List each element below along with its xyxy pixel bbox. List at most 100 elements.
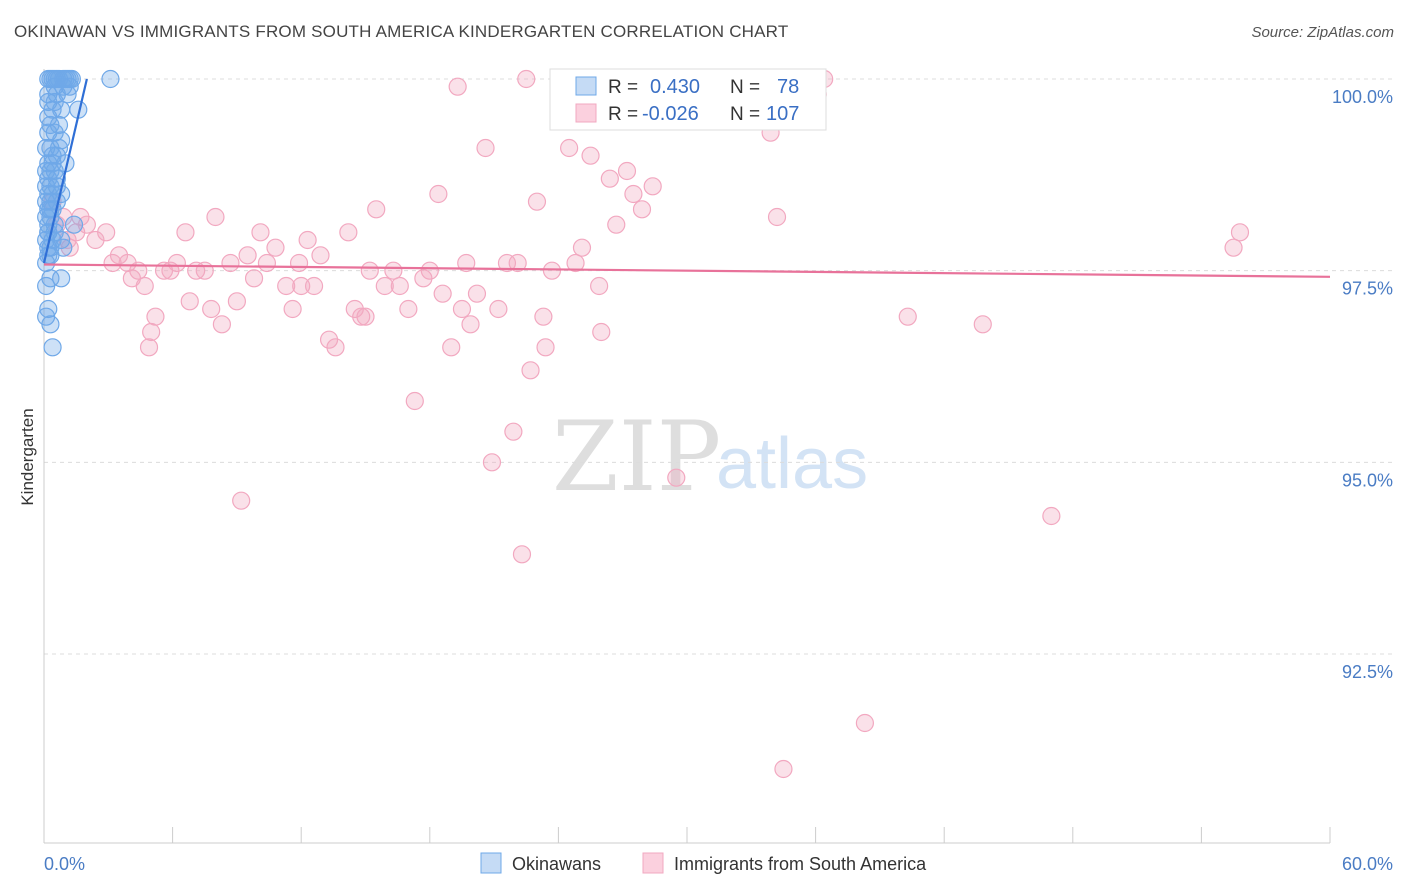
point-immigrants-25	[202, 299, 221, 319]
point-immigrants-62	[476, 138, 495, 158]
stats-swatch-okinawans	[575, 76, 597, 96]
point-okinawans-72	[43, 69, 62, 89]
stats-r-value-2: -0.026	[642, 103, 699, 125]
watermark: ZIP atlas	[552, 401, 868, 513]
point-okinawans-61	[45, 92, 64, 112]
point-immigrants-26	[206, 207, 225, 227]
point-immigrants-34	[266, 238, 285, 257]
point-immigrants-82	[617, 161, 637, 181]
point-okinawans-55	[37, 276, 56, 296]
point-immigrants-71	[534, 307, 553, 326]
point-immigrants-46	[360, 261, 379, 280]
point-immigrants-33	[257, 253, 277, 273]
point-immigrants-63	[482, 453, 502, 472]
trend-line-okinawans	[42, 78, 88, 264]
point-immigrants-75	[560, 138, 579, 158]
chart-title: OKINAWAN VS IMMIGRANTS FROM SOUTH AMERIC…	[14, 22, 789, 41]
point-immigrants-29	[227, 292, 246, 311]
legend-label-okinawans: Okinawans	[512, 854, 601, 874]
stats-r-label-1: R =	[608, 77, 638, 98]
stats-n-label-1: N =	[730, 77, 760, 98]
point-immigrants-76	[566, 253, 585, 273]
point-immigrants-69	[521, 361, 540, 380]
point-immigrants-64	[489, 299, 508, 319]
point-immigrants-102	[232, 491, 251, 510]
stats-r-value-1: 0.430	[650, 76, 700, 98]
point-immigrants-56	[433, 284, 452, 303]
tick-labels: 100.0% 97.5% 95.0% 92.5% 0.0% 60.0%	[44, 87, 1393, 874]
point-immigrants-78	[581, 146, 600, 165]
series-immigrants-points	[43, 69, 1250, 779]
point-immigrants-51	[399, 299, 418, 319]
point-immigrants-30	[238, 246, 257, 265]
source-label: Source: ZipAtlas.com	[1251, 24, 1394, 41]
y-tick-label-0: 100.0%	[1332, 87, 1393, 107]
point-immigrants-52	[405, 391, 424, 411]
point-immigrants-50	[390, 276, 409, 296]
point-immigrants-91	[767, 207, 787, 227]
point-okinawans-60	[39, 92, 58, 112]
point-immigrants-100	[1224, 238, 1243, 257]
point-immigrants-48	[375, 276, 394, 296]
trend-line-immigrants	[43, 263, 1331, 278]
point-immigrants-9	[97, 223, 116, 242]
point-immigrants-17	[146, 307, 165, 326]
stats-n-label-2: N =	[730, 104, 760, 125]
point-immigrants-105	[592, 322, 611, 342]
x-tick-label-0: 0.0%	[44, 854, 85, 874]
x-tick-label-1: 60.0%	[1342, 854, 1393, 874]
point-immigrants-101	[1230, 223, 1250, 242]
y-tick-label-3: 92.5%	[1342, 662, 1393, 682]
point-immigrants-106	[356, 307, 375, 326]
legend-label-immigrants: Immigrants from South America	[674, 854, 927, 874]
point-immigrants-70	[527, 192, 547, 211]
legend: Okinawans Immigrants from South America	[480, 852, 927, 874]
stats-swatch-immigrants	[575, 103, 597, 123]
point-immigrants-67	[512, 545, 532, 564]
point-immigrants-81	[607, 215, 626, 234]
point-immigrants-73	[542, 261, 562, 280]
point-immigrants-7	[77, 215, 96, 234]
point-immigrants-54	[420, 261, 439, 280]
point-immigrants-32	[251, 223, 270, 242]
point-immigrants-83	[624, 184, 643, 204]
point-immigrants-58	[448, 77, 467, 96]
point-okinawans-74	[49, 138, 69, 158]
stats-n-value-2: 107	[766, 103, 799, 125]
point-okinawans-10	[101, 69, 120, 89]
point-immigrants-55	[429, 184, 448, 204]
point-immigrants-57	[442, 338, 461, 357]
point-immigrants-80	[600, 169, 619, 188]
point-immigrants-86	[643, 177, 662, 196]
point-immigrants-39	[304, 276, 324, 296]
point-immigrants-99	[1042, 506, 1061, 526]
point-immigrants-103	[139, 338, 159, 357]
point-immigrants-79	[590, 276, 609, 296]
point-immigrants-68	[517, 69, 536, 89]
point-okinawans-43	[64, 215, 84, 234]
stats-box: R = 0.430 N = 78 R = -0.026 N = 107	[549, 68, 827, 131]
point-immigrants-104	[508, 253, 527, 273]
point-okinawans-77	[39, 123, 58, 142]
point-okinawans-54	[52, 269, 71, 288]
point-immigrants-87	[667, 468, 686, 487]
legend-swatch-okinawans	[480, 852, 502, 874]
point-immigrants-36	[283, 299, 302, 319]
point-immigrants-31	[244, 269, 264, 288]
point-immigrants-59	[452, 299, 472, 319]
point-immigrants-92	[774, 759, 793, 779]
point-immigrants-21	[176, 223, 195, 242]
point-immigrants-43	[339, 223, 358, 242]
point-immigrants-61	[467, 284, 487, 303]
point-immigrants-15	[135, 276, 154, 296]
point-immigrants-28	[221, 253, 240, 273]
point-immigrants-38	[298, 230, 317, 250]
point-immigrants-37	[289, 253, 309, 273]
y-tick-label-2: 95.0%	[1342, 470, 1393, 490]
watermark-zip: ZIP	[552, 401, 721, 513]
point-okinawans-73	[60, 77, 79, 96]
point-immigrants-60	[461, 315, 480, 334]
point-immigrants-65	[497, 253, 517, 273]
point-immigrants-49	[384, 261, 403, 280]
point-immigrants-16	[142, 322, 161, 342]
